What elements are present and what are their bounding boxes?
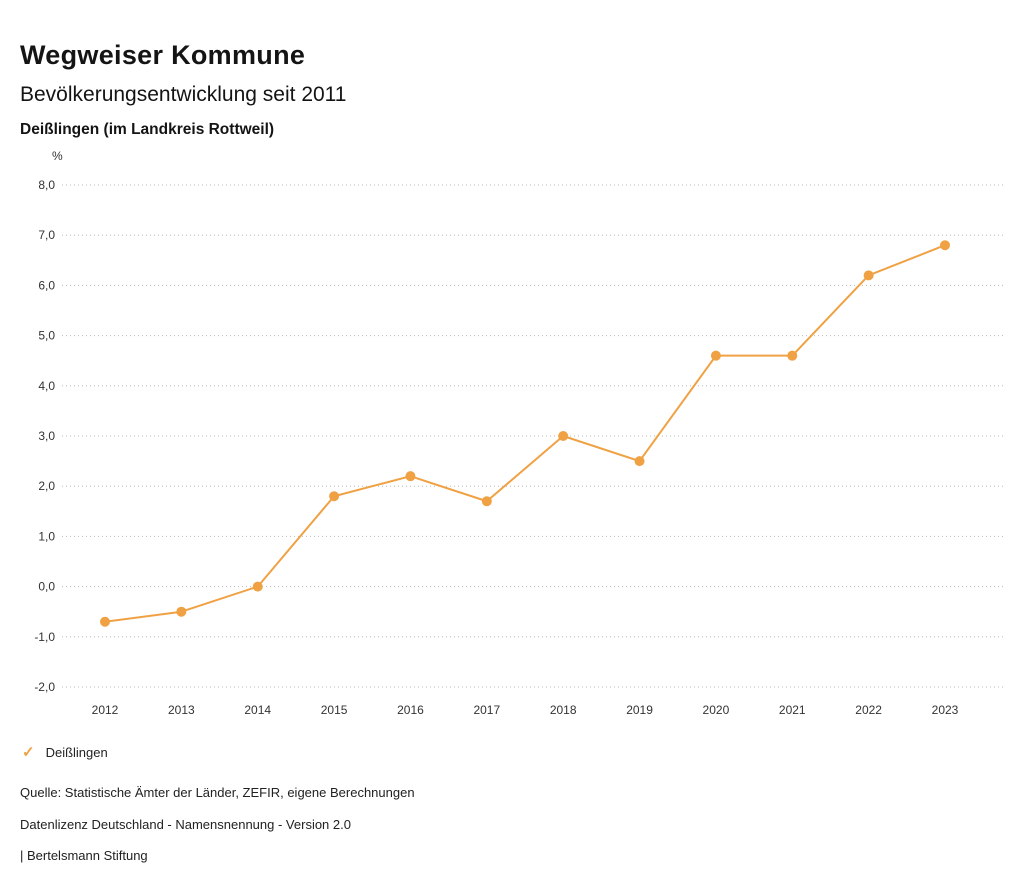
data-point[interactable] xyxy=(252,581,263,592)
y-tick-label: -2,0 xyxy=(34,680,55,694)
y-tick-label: 7,0 xyxy=(38,228,55,242)
data-point[interactable] xyxy=(940,240,950,251)
y-tick-label: 3,0 xyxy=(38,429,55,443)
line-chart: % 8,0 7,0 6,0 5,0 4,0 3,0 2,0 1,0 0,0 -1,0 -2,0 201… xyxy=(0,138,1024,730)
x-tick-label: 2017 xyxy=(473,703,500,717)
legend-item-deisslingen[interactable]: ✓ Deißlingen xyxy=(22,745,108,760)
attribution-note: | Bertelsmann Stiftung xyxy=(20,848,148,863)
y-tick-label: 4,0 xyxy=(38,379,55,393)
data-point[interactable] xyxy=(405,471,416,482)
data-point[interactable] xyxy=(710,350,721,361)
series-line xyxy=(104,244,946,623)
chart-svg: % 8,0 7,0 6,0 5,0 4,0 3,0 2,0 1,0 0,0 -1,0 -2,0 201… xyxy=(34,149,1005,717)
x-tick-label: 2012 xyxy=(92,703,119,717)
y-tick-label: 8,0 xyxy=(38,178,55,192)
data-point[interactable] xyxy=(787,350,798,361)
data-point[interactable] xyxy=(329,491,340,502)
region-label: Deißlingen (im Landkreis Rottweil) xyxy=(20,120,275,138)
x-tick-label: 2019 xyxy=(626,703,653,717)
x-tick-label: 2018 xyxy=(550,703,577,717)
data-point[interactable] xyxy=(481,496,492,507)
chart-subtitle: Bevölkerungsentwicklung seit 2011 xyxy=(20,83,347,107)
data-point[interactable] xyxy=(634,456,645,467)
source-note: Quelle: Statistische Ämter der Länder, Z… xyxy=(20,785,415,800)
data-point[interactable] xyxy=(558,431,569,441)
x-tick-label: 2020 xyxy=(703,703,730,717)
y-axis-unit-label: % xyxy=(52,149,63,163)
license-note: Datenlizenz Deutschland - Namensnennung … xyxy=(20,817,351,832)
x-tick-label: 2013 xyxy=(168,703,195,717)
check-icon: ✓ xyxy=(22,744,35,761)
y-tick-label: 2,0 xyxy=(38,479,55,493)
x-tick-label: 2014 xyxy=(244,703,271,717)
legend-label: Deißlingen xyxy=(45,745,108,760)
y-tick-label: 1,0 xyxy=(38,529,55,543)
x-tick-label: 2016 xyxy=(397,703,424,717)
y-tick-label: 5,0 xyxy=(38,329,55,343)
page-title: Wegweiser Kommune xyxy=(20,40,306,71)
y-tick-label: -1,0 xyxy=(34,630,55,644)
y-tick-label: 6,0 xyxy=(38,278,55,292)
data-point[interactable] xyxy=(863,270,874,281)
data-point[interactable] xyxy=(100,616,110,627)
data-point[interactable] xyxy=(176,606,187,617)
x-tick-label: 2022 xyxy=(855,703,882,717)
y-tick-label: 0,0 xyxy=(38,580,55,594)
x-tick-label: 2023 xyxy=(932,703,959,717)
x-tick-label: 2021 xyxy=(779,703,806,717)
x-tick-label: 2015 xyxy=(321,703,348,717)
